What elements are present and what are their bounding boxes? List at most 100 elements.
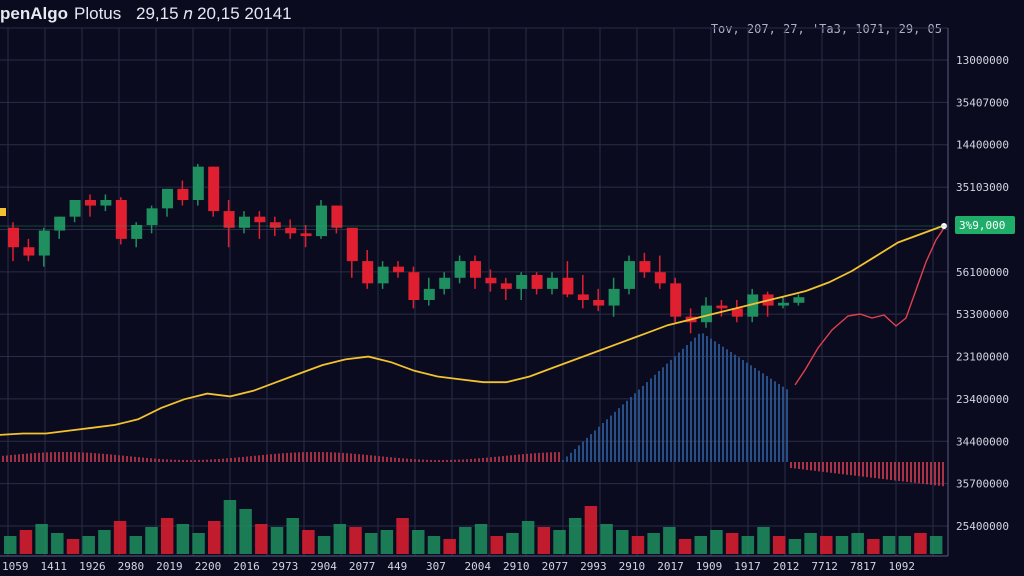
histogram-bar bbox=[514, 454, 516, 462]
histogram-bar bbox=[182, 459, 184, 462]
histogram-bar bbox=[930, 462, 932, 485]
histogram-bar bbox=[666, 363, 668, 462]
histogram-bar bbox=[234, 457, 236, 462]
volume-bar bbox=[317, 536, 331, 554]
histogram-bar bbox=[330, 452, 332, 462]
histogram-bar bbox=[718, 344, 720, 462]
candle-bear bbox=[485, 277, 497, 284]
histogram-bar bbox=[26, 453, 28, 462]
histogram-bar bbox=[578, 445, 580, 462]
histogram-bar bbox=[566, 456, 568, 462]
histogram-bar bbox=[350, 453, 352, 462]
histogram-bar bbox=[654, 374, 656, 462]
histogram-bar bbox=[806, 462, 808, 470]
histogram-bar bbox=[866, 462, 868, 478]
histogram-bar bbox=[530, 453, 532, 462]
volume-bar bbox=[349, 527, 362, 554]
histogram-bar bbox=[822, 462, 824, 472]
histogram-bar bbox=[854, 462, 856, 476]
time-axis-label: 7817 bbox=[850, 560, 877, 573]
price-axis-label: 13000000 bbox=[956, 54, 1009, 67]
chart-title: penAlgo Plotus 29,15 𝑛 20,15 20141 bbox=[0, 4, 292, 24]
volume-bar bbox=[286, 518, 299, 554]
volume-bar bbox=[255, 524, 268, 554]
price-axis-label: 35103000 bbox=[956, 181, 1009, 194]
histogram-bar bbox=[338, 452, 340, 462]
histogram-bar bbox=[874, 462, 876, 479]
histogram-bar bbox=[86, 452, 88, 462]
histogram-bar bbox=[498, 456, 500, 462]
volume-bar bbox=[98, 530, 111, 554]
histogram-bar bbox=[426, 459, 428, 462]
candle-bear bbox=[470, 261, 481, 278]
volume-bar bbox=[725, 533, 739, 554]
histogram-bar bbox=[754, 368, 756, 462]
candle-bear bbox=[269, 222, 281, 228]
histogram-bar bbox=[114, 454, 116, 462]
histogram-bar bbox=[466, 459, 468, 462]
histogram-bar bbox=[714, 341, 716, 462]
histogram-bar bbox=[262, 454, 264, 462]
volume-bar bbox=[396, 518, 409, 554]
histogram-bar bbox=[622, 404, 624, 462]
candle-bear bbox=[639, 261, 651, 273]
histogram-bar bbox=[294, 452, 296, 462]
histogram-bar bbox=[634, 393, 636, 462]
histogram-bar bbox=[62, 452, 64, 462]
histogram-bar bbox=[406, 458, 408, 462]
histogram-bar bbox=[526, 453, 528, 462]
time-axis-label: 2993 bbox=[580, 560, 607, 573]
time-axis-label: 2017 bbox=[657, 560, 684, 573]
price-axis-label: 35700000 bbox=[956, 478, 1009, 491]
histogram-bar bbox=[398, 458, 400, 462]
histogram-bar bbox=[58, 452, 60, 462]
histogram-bar bbox=[750, 365, 752, 462]
time-axis-label: 2077 bbox=[349, 560, 376, 573]
histogram-bar bbox=[50, 452, 52, 462]
histogram-bar bbox=[606, 419, 608, 462]
candle-bear bbox=[500, 283, 512, 289]
volume-bar bbox=[741, 536, 755, 554]
histogram-bar bbox=[494, 456, 496, 462]
histogram-bar bbox=[506, 455, 508, 462]
histogram-bar bbox=[842, 462, 844, 475]
histogram-bar bbox=[574, 449, 576, 462]
histogram-bar bbox=[362, 454, 364, 462]
histogram-bar bbox=[434, 459, 436, 462]
candle-bull bbox=[423, 288, 435, 300]
histogram-bar bbox=[722, 346, 724, 462]
time-axis-label: 2019 bbox=[156, 560, 183, 573]
histogram-bar bbox=[450, 459, 452, 462]
histogram-bar bbox=[38, 452, 40, 462]
volume-bar bbox=[35, 524, 48, 554]
candle-bull bbox=[316, 205, 327, 237]
volume-bar bbox=[19, 530, 33, 554]
histogram-bar bbox=[570, 452, 572, 462]
volume-bar bbox=[160, 518, 174, 554]
candle-bull bbox=[377, 266, 389, 284]
volume-bar bbox=[851, 533, 864, 554]
histogram-bar bbox=[586, 437, 588, 462]
candle-bull bbox=[516, 275, 528, 289]
histogram-bar bbox=[410, 458, 412, 462]
candle-bull bbox=[454, 261, 466, 278]
histogram-bar bbox=[910, 462, 912, 483]
histogram-bar bbox=[546, 452, 548, 462]
histogram-bar bbox=[250, 456, 252, 462]
volume-bar bbox=[427, 536, 441, 554]
histogram-bar bbox=[254, 455, 256, 462]
histogram-bar bbox=[662, 367, 664, 462]
histogram-bar bbox=[462, 459, 464, 462]
histogram-bar bbox=[642, 385, 644, 462]
histogram-bar bbox=[146, 457, 148, 462]
histogram-bar bbox=[490, 457, 492, 462]
histogram-bar bbox=[898, 462, 900, 481]
histogram-bar bbox=[698, 333, 700, 462]
histogram-bar bbox=[638, 389, 640, 462]
histogram-bar bbox=[778, 384, 780, 462]
histogram-bar bbox=[538, 452, 540, 462]
volume-bar bbox=[929, 536, 943, 554]
histogram-bar bbox=[918, 462, 920, 484]
